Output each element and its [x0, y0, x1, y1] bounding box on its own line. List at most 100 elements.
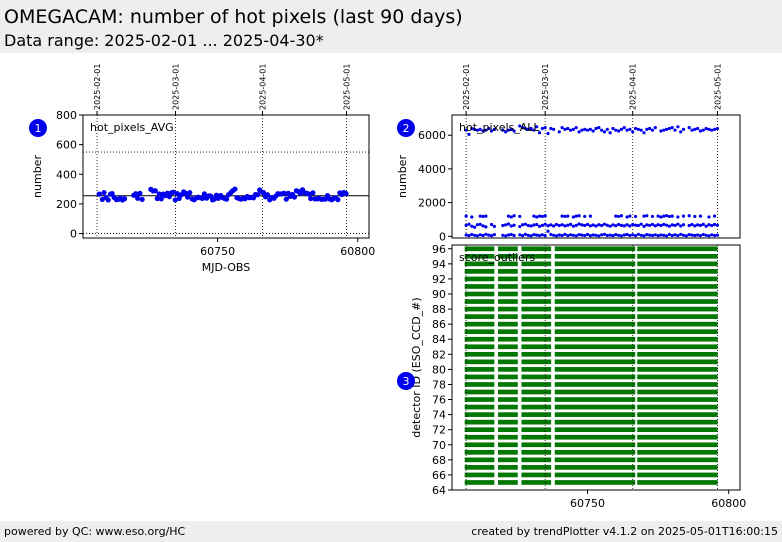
- data-point: [574, 126, 578, 130]
- data-point: [535, 215, 539, 219]
- outlier-segment: [637, 480, 718, 485]
- data-point: [543, 126, 547, 130]
- outlier-segment: [464, 351, 495, 357]
- data-point: [715, 223, 720, 227]
- data-point: [659, 223, 663, 228]
- data-point: [625, 232, 629, 237]
- data-point: [588, 127, 592, 131]
- data-point: [608, 233, 612, 237]
- outlier-segment: [464, 329, 495, 335]
- y-tick-label: 6000: [418, 129, 446, 142]
- y-tick-label: 72: [432, 424, 446, 437]
- outlier-segment: [464, 434, 495, 440]
- plot-frame: [451, 114, 741, 239]
- outlier-segment: [498, 306, 518, 312]
- x-tick-label: 60750: [570, 497, 605, 510]
- data-point: [639, 233, 643, 237]
- outlier-segment: [521, 434, 552, 440]
- data-point: [622, 233, 626, 237]
- data-point: [585, 232, 590, 237]
- data-point: [574, 223, 578, 227]
- outlier-segment: [637, 427, 718, 433]
- outlier-segment: [637, 261, 718, 267]
- data-point: [254, 192, 261, 198]
- outlier-segment: [521, 465, 552, 470]
- data-point: [464, 223, 468, 227]
- outlier-segment: [498, 404, 518, 410]
- data-point: [335, 197, 341, 203]
- data-point: [563, 214, 567, 219]
- data-point: [653, 126, 657, 130]
- data-point: [549, 232, 553, 237]
- outlier-segment: [464, 253, 495, 259]
- data-point: [662, 222, 666, 226]
- y-axis-label: detector ID (ESO_CCD_#): [410, 297, 423, 437]
- data-point: [535, 233, 539, 237]
- data-point: [537, 214, 542, 218]
- data-point: [543, 234, 547, 238]
- data-point: [489, 234, 494, 238]
- outlier-segment: [521, 449, 552, 455]
- outlier-segment: [521, 367, 552, 372]
- outlier-segment: [554, 457, 636, 463]
- data-point: [583, 233, 587, 238]
- data-point: [484, 232, 488, 236]
- data-point: [670, 233, 674, 238]
- data-point: [529, 224, 533, 228]
- y-axis-label: number: [396, 155, 409, 198]
- outlier-segment: [498, 367, 518, 372]
- data-point: [509, 127, 513, 131]
- outlier-segment: [464, 306, 495, 312]
- outlier-segment: [554, 269, 636, 274]
- outlier-segment: [521, 329, 552, 335]
- data-point: [523, 126, 528, 131]
- outlier-segment: [554, 374, 636, 380]
- outlier-segment: [498, 465, 518, 470]
- data-point: [600, 223, 604, 228]
- data-point: [611, 126, 615, 131]
- y-tick-label: 600: [56, 139, 77, 152]
- outlier-segment: [637, 419, 718, 425]
- data-point: [710, 233, 714, 237]
- data-point: [633, 126, 638, 131]
- data-point: [264, 192, 271, 198]
- outlier-segment: [464, 246, 495, 252]
- data-point: [568, 222, 573, 226]
- data-point: [616, 222, 621, 227]
- data-point: [681, 127, 686, 131]
- outlier-segment: [464, 269, 495, 274]
- data-point: [552, 127, 556, 131]
- data-point: [608, 131, 612, 135]
- data-point: [470, 224, 474, 228]
- outlier-segment: [637, 321, 718, 327]
- data-point: [679, 232, 683, 236]
- data-point: [577, 222, 581, 226]
- data-point: [137, 190, 143, 196]
- data-point: [625, 223, 629, 227]
- data-point: [529, 234, 533, 238]
- data-point: [605, 127, 609, 131]
- data-point: [481, 233, 485, 238]
- outlier-segment: [464, 465, 495, 470]
- data-point: [546, 131, 550, 136]
- data-point: [650, 128, 655, 132]
- data-point: [571, 127, 576, 131]
- data-point: [489, 222, 494, 227]
- data-point: [489, 129, 494, 133]
- data-point: [662, 233, 666, 237]
- data-point: [659, 233, 663, 237]
- data-point: [633, 234, 638, 238]
- data-point: [594, 224, 598, 228]
- data-point: [701, 128, 705, 132]
- data-point: [467, 234, 471, 238]
- data-point: [532, 233, 536, 237]
- data-point: [492, 233, 496, 237]
- outlier-segment: [637, 382, 718, 387]
- data-point: [608, 224, 612, 228]
- data-point: [470, 232, 474, 237]
- data-point: [577, 130, 581, 134]
- data-point: [670, 223, 674, 227]
- data-point: [532, 214, 536, 218]
- outlier-segment: [554, 314, 636, 319]
- data-point: [583, 127, 587, 131]
